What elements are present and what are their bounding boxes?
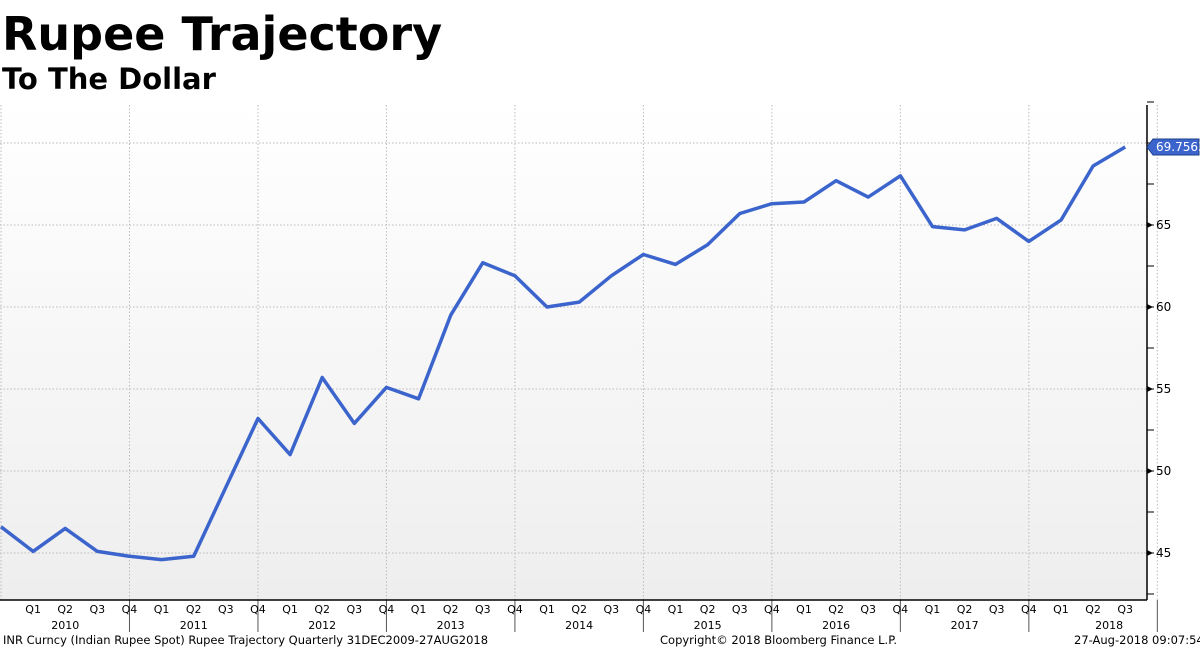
- x-tick-label: Q4: [379, 603, 395, 616]
- x-tick-label: Q2: [571, 603, 587, 616]
- plot-background: [0, 105, 1147, 600]
- footer-source: INR Curncy (Indian Rupee Spot) Rupee Tra…: [3, 633, 489, 647]
- x-tick-label: Q3: [218, 603, 234, 616]
- x-tick-label: Q2: [57, 603, 73, 616]
- y-tick-marker: [1147, 304, 1153, 310]
- y-tick-label: 55: [1156, 382, 1171, 396]
- x-tick-label: Q4: [250, 603, 266, 616]
- x-tick-label: Q2: [1085, 603, 1101, 616]
- x-tick-label: Q1: [668, 603, 684, 616]
- year-label: 2016: [822, 619, 850, 632]
- y-tick-label: 50: [1156, 464, 1171, 478]
- year-label: 2014: [565, 619, 593, 632]
- x-tick-label: Q4: [764, 603, 780, 616]
- y-tick-marker: [1147, 550, 1153, 556]
- x-tick-label: Q3: [860, 603, 876, 616]
- x-tick-label: Q4: [1021, 603, 1037, 616]
- y-tick-label: 60: [1156, 300, 1171, 314]
- year-label: 2013: [437, 619, 465, 632]
- x-tick-label: Q1: [1053, 603, 1069, 616]
- last-value-label: 69.7563: [1156, 140, 1200, 154]
- y-tick-marker: [1147, 468, 1153, 474]
- year-label: 2010: [51, 619, 79, 632]
- x-tick-label: Q3: [1117, 603, 1133, 616]
- y-tick-label: 65: [1156, 218, 1171, 232]
- x-tick-label: Q2: [314, 603, 330, 616]
- x-tick-label: Q3: [346, 603, 362, 616]
- x-tick-label: Q3: [989, 603, 1005, 616]
- x-tick-label: Q2: [443, 603, 459, 616]
- y-tick-marker: [1147, 222, 1153, 228]
- y-tick-label: 45: [1156, 546, 1171, 560]
- x-tick-label: Q4: [122, 603, 138, 616]
- x-tick-label: Q3: [732, 603, 748, 616]
- x-tick-label: Q1: [282, 603, 298, 616]
- chart-subtitle: To The Dollar: [2, 62, 216, 96]
- year-label: 2017: [951, 619, 979, 632]
- x-tick-label: Q4: [507, 603, 523, 616]
- x-tick-label: Q2: [186, 603, 202, 616]
- x-tick-label: Q1: [25, 603, 41, 616]
- x-tick-label: Q3: [603, 603, 619, 616]
- x-tick-label: Q1: [154, 603, 170, 616]
- x-tick-label: Q1: [411, 603, 427, 616]
- x-tick-label: Q4: [893, 603, 909, 616]
- year-label: 2012: [308, 619, 336, 632]
- year-label: 2018: [1095, 619, 1123, 632]
- x-tick-label: Q4: [636, 603, 652, 616]
- last-value-badge: [1146, 138, 1200, 156]
- year-label: 2015: [694, 619, 722, 632]
- x-tick-label: Q3: [475, 603, 491, 616]
- footer-timestamp: 27-Aug-2018 09:07:54: [1074, 633, 1200, 647]
- x-tick-label: Q1: [925, 603, 941, 616]
- footer-copyright: Copyright© 2018 Bloomberg Finance L.P.: [660, 633, 897, 647]
- x-tick-label: Q3: [90, 603, 106, 616]
- year-label: 2011: [180, 619, 208, 632]
- y-tick-marker: [1147, 386, 1153, 392]
- series-line: [0, 145, 1127, 562]
- x-tick-label: Q1: [796, 603, 812, 616]
- x-tick-label: Q2: [828, 603, 844, 616]
- x-tick-label: Q2: [700, 603, 716, 616]
- chart-title: Rupee Trajectory: [2, 7, 443, 61]
- x-tick-label: Q2: [957, 603, 973, 616]
- x-tick-label: Q1: [539, 603, 555, 616]
